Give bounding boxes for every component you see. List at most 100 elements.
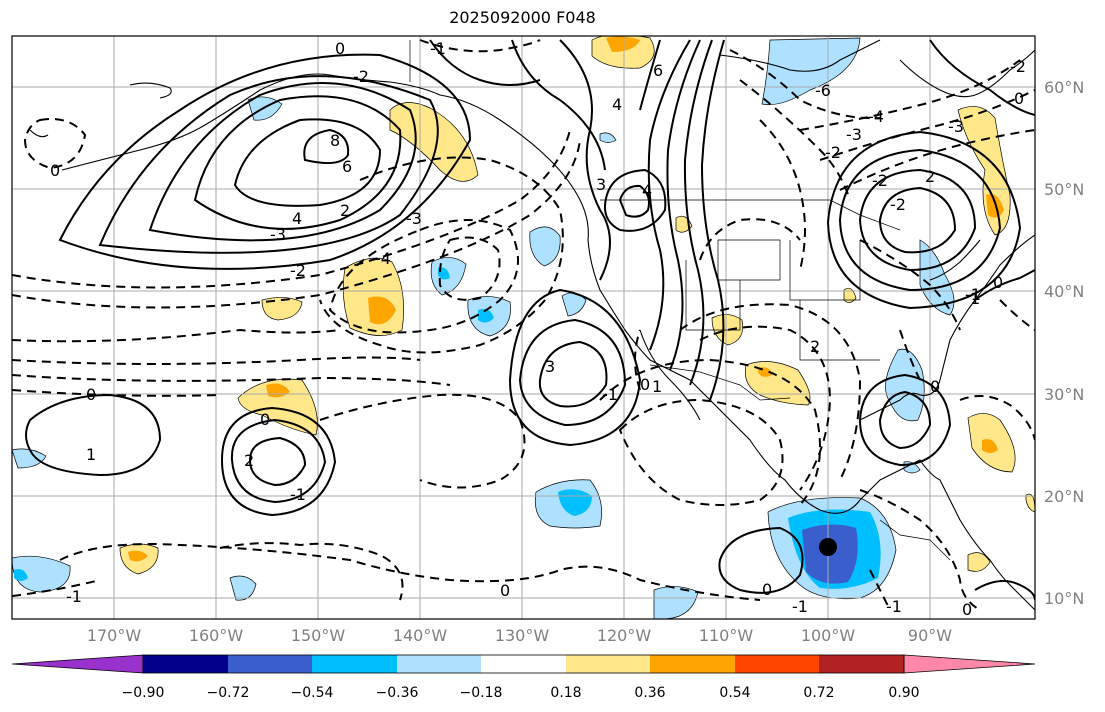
shade-area bbox=[368, 296, 396, 325]
contour-line bbox=[999, 299, 1035, 331]
shade-area bbox=[529, 226, 561, 267]
contour-line bbox=[683, 39, 713, 386]
shade-area bbox=[229, 575, 257, 601]
contour-line bbox=[634, 329, 641, 391]
contour-label: -3 bbox=[406, 209, 422, 228]
colorbar-tick-label: −0.72 bbox=[207, 685, 250, 701]
contour-line bbox=[12, 129, 571, 289]
coastline bbox=[29, 129, 49, 138]
contour-line bbox=[508, 288, 642, 447]
lon-label: 110°W bbox=[699, 626, 754, 645]
contour-label: 4 bbox=[612, 95, 622, 114]
contour-label: -3 bbox=[846, 125, 862, 144]
contour-label: 0 bbox=[993, 273, 1003, 292]
lon-label: 100°W bbox=[801, 626, 856, 645]
contour-label: 0 bbox=[86, 385, 96, 404]
shade-area bbox=[843, 287, 857, 303]
colorbar-tick-label: −0.36 bbox=[376, 685, 419, 701]
contour-line bbox=[559, 39, 611, 281]
shade-area bbox=[478, 309, 494, 323]
colorbar-segment bbox=[735, 655, 819, 673]
contour-label: -4 bbox=[868, 107, 884, 126]
contour-label: 0 bbox=[962, 600, 972, 619]
contour-label: 2 bbox=[810, 337, 820, 356]
lat-label: 40°N bbox=[1044, 282, 1084, 301]
contour-line bbox=[869, 569, 891, 611]
contour-line bbox=[148, 82, 417, 242]
contour-line bbox=[974, 269, 1035, 301]
contour-line bbox=[838, 148, 1002, 292]
shade-area bbox=[967, 552, 991, 572]
contour-line bbox=[25, 393, 162, 477]
contour-line bbox=[739, 79, 851, 201]
positive-contours bbox=[25, 39, 1035, 601]
contour-label: 2 bbox=[925, 167, 935, 186]
contour-line bbox=[759, 119, 806, 271]
coastline bbox=[859, 234, 1035, 421]
contour-label: -1 bbox=[430, 39, 446, 58]
contour-line bbox=[429, 39, 541, 86]
contour-line bbox=[248, 436, 307, 487]
shade-area bbox=[599, 132, 617, 143]
colorbar-segment bbox=[566, 655, 650, 673]
border-line bbox=[879, 519, 951, 561]
colorbar-tick-label: −0.18 bbox=[460, 685, 503, 701]
contour-line bbox=[219, 542, 404, 601]
coastlines bbox=[29, 39, 1035, 611]
contour-line bbox=[319, 156, 564, 354]
contour-label: 4 bbox=[642, 181, 652, 200]
contour-line bbox=[98, 75, 439, 254]
coastline bbox=[61, 73, 1035, 611]
contour-label: -4 bbox=[375, 249, 391, 268]
map-border bbox=[11, 35, 1036, 620]
shade-area bbox=[982, 439, 998, 453]
shade-area bbox=[261, 297, 303, 321]
contour-line bbox=[666, 39, 701, 371]
contour-line bbox=[819, 89, 1035, 161]
contour-line bbox=[419, 39, 541, 53]
contour-label: -1 bbox=[290, 485, 306, 504]
contour-line bbox=[233, 118, 382, 207]
shade-area bbox=[591, 36, 655, 69]
contour-label: -1 bbox=[965, 285, 981, 304]
colorbar-segment bbox=[481, 655, 566, 673]
shade-area bbox=[12, 555, 71, 593]
contour-line bbox=[438, 236, 501, 301]
contour-line bbox=[974, 580, 1035, 601]
colorbar-outline bbox=[142, 654, 905, 674]
colorbar-tick-label: −0.54 bbox=[291, 685, 334, 701]
longitude-labels: 170°W 160°W 150°W 140°W 130°W 120°W 110°… bbox=[87, 626, 952, 645]
contour-label: 0 bbox=[335, 39, 345, 58]
contour-line bbox=[12, 389, 221, 397]
contour-line bbox=[699, 325, 832, 491]
coastline bbox=[129, 82, 172, 99]
contour-line bbox=[538, 340, 608, 408]
contour-label: -1 bbox=[886, 597, 902, 616]
lat-label: 20°N bbox=[1044, 487, 1084, 506]
contour-label: 0 bbox=[500, 581, 510, 600]
contour-line bbox=[518, 318, 627, 427]
contour-label: 2 bbox=[340, 201, 350, 220]
colorbar-extend-left bbox=[11, 654, 144, 674]
coastline bbox=[929, 239, 981, 281]
contour-label: -3 bbox=[270, 225, 286, 244]
shade-area bbox=[12, 448, 47, 469]
colorbar-segment bbox=[650, 655, 735, 673]
colorbar-segment bbox=[819, 655, 904, 673]
coastline bbox=[639, 329, 701, 421]
colorbar-tick-label: 0.36 bbox=[634, 685, 665, 701]
colorbar-extend-right bbox=[903, 654, 1036, 674]
contour-line bbox=[599, 358, 821, 506]
latitude-labels: 60°N 50°N 40°N 30°N 20°N 10°N bbox=[1044, 78, 1084, 608]
lat-lon-grid bbox=[12, 36, 1035, 619]
colorbar-tick-labels: −0.90 −0.72 −0.54 −0.36 −0.18 0.18 0.36 … bbox=[122, 685, 920, 701]
colorbar-tick-label: 0.54 bbox=[719, 685, 750, 701]
contour-label: -1 bbox=[792, 597, 808, 616]
contour-line bbox=[59, 543, 761, 601]
colorbar-tick-label: −0.90 bbox=[122, 685, 165, 701]
contour-label: 6 bbox=[342, 157, 352, 176]
contour-label: 1 bbox=[970, 289, 980, 308]
contour-label: 6 bbox=[653, 61, 663, 80]
colorbar-segment bbox=[143, 655, 228, 673]
